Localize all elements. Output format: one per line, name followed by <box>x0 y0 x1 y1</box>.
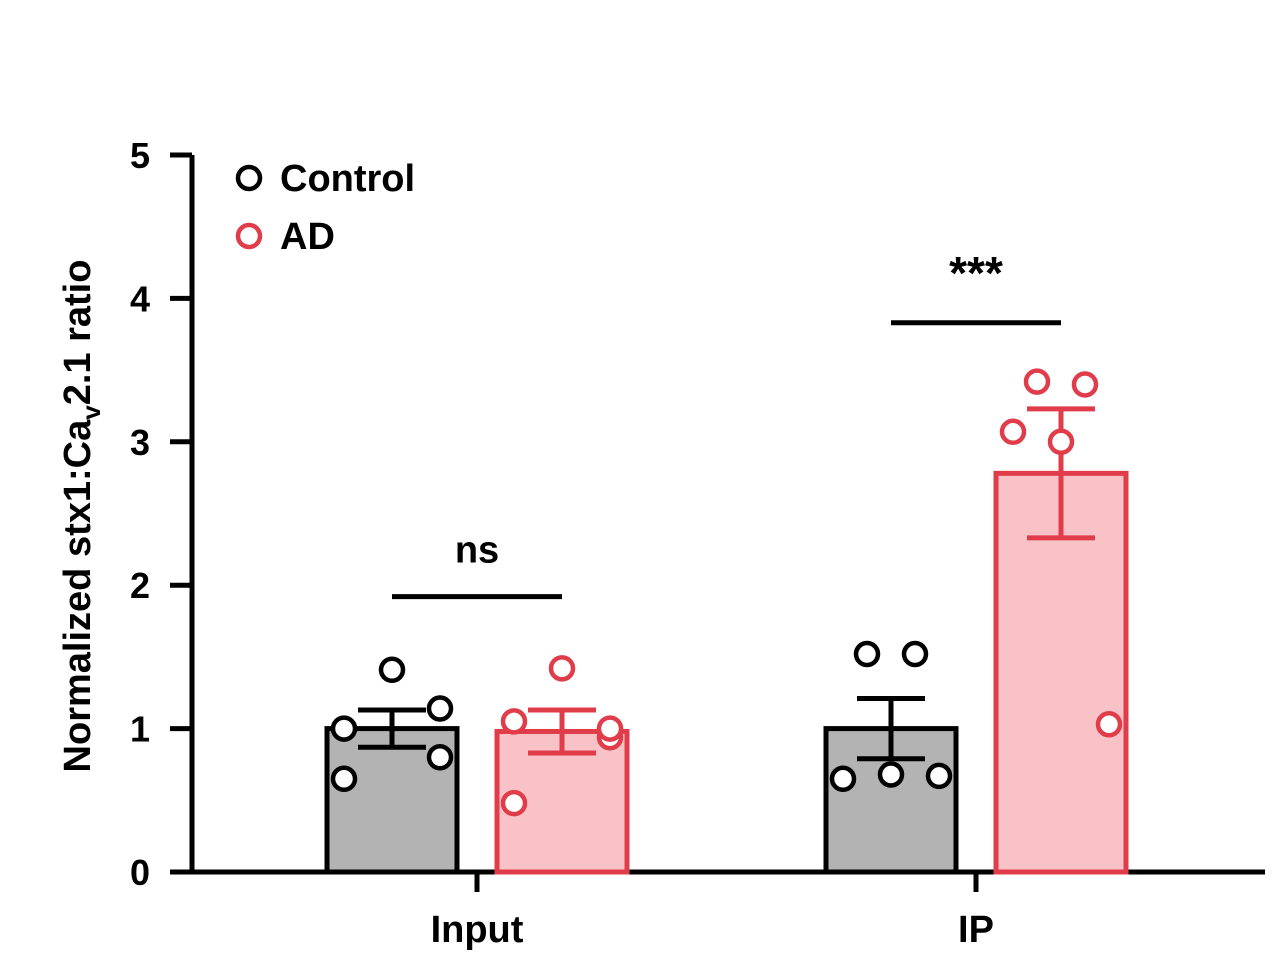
y-tick-label: 4 <box>130 278 150 319</box>
data-point <box>426 744 454 771</box>
data-points <box>330 368 1123 817</box>
data-point <box>1047 428 1075 456</box>
data-point <box>1071 371 1099 398</box>
y-axis-label-main: Normalized stx1:Ca <box>57 419 99 773</box>
y-tick-label: 2 <box>130 565 150 606</box>
x-tick-label: Input <box>431 909 524 951</box>
y-tick-label: 3 <box>130 422 150 463</box>
significance-label: *** <box>949 247 1003 299</box>
data-point <box>877 761 905 788</box>
data-point <box>829 765 857 793</box>
legend-marker <box>235 222 263 250</box>
data-point <box>426 695 454 722</box>
y-tick-label: 0 <box>130 852 150 893</box>
data-point <box>378 656 406 684</box>
data-point <box>1095 711 1123 738</box>
data-point <box>596 715 624 742</box>
legend-label: AD <box>280 216 335 258</box>
y-tick-label: 1 <box>130 709 150 750</box>
data-point <box>901 640 929 668</box>
data-point <box>925 762 953 790</box>
legend-marker <box>235 164 263 192</box>
legend-label: Control <box>280 158 415 200</box>
data-point <box>999 418 1027 446</box>
significance-annotations: ns *** <box>392 247 1061 600</box>
legend: Control AD <box>235 158 415 258</box>
data-point <box>853 640 881 668</box>
data-point <box>500 708 528 735</box>
y-axis-label-tail: 2.1 ratio <box>57 260 99 406</box>
y-axis-label-subscript: v <box>76 405 106 420</box>
data-point <box>500 789 528 817</box>
data-point <box>330 715 358 742</box>
y-tick-label: 5 <box>130 135 150 176</box>
y-axis-label: Normalized stx1:Cav2.1 ratio <box>57 260 106 773</box>
significance-label: ns <box>455 530 499 572</box>
data-point <box>330 765 358 793</box>
data-point <box>548 655 576 682</box>
bars <box>324 406 1129 875</box>
x-tick-label: IP <box>958 909 994 951</box>
data-point <box>1023 368 1051 395</box>
